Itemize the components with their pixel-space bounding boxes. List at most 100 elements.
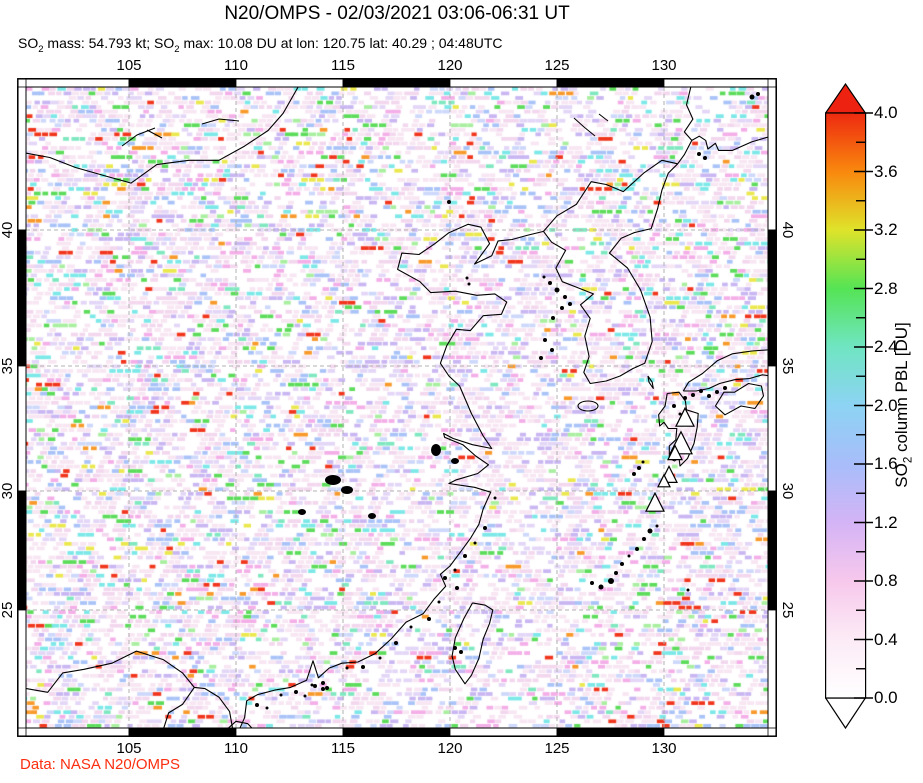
lat-tick-label-left: 25 (0, 601, 16, 619)
island-dot (542, 275, 546, 279)
colorbar-tick-label: 3.6 (874, 161, 898, 181)
colorbar-axis-label: SO2 column PBL [DU] (892, 322, 915, 488)
island-dot (635, 547, 639, 551)
island-dot (642, 537, 646, 541)
colorbar-tick-label: 0.0 (874, 688, 898, 707)
coastline-honshuN (682, 349, 768, 392)
frame-outer-border (17, 78, 777, 737)
island-dot (550, 348, 554, 352)
island-dot (394, 641, 398, 645)
island-dot (672, 404, 676, 408)
island-dot (655, 524, 659, 528)
lat-tick-label-left: 30 (0, 482, 16, 500)
lat-tick-label-right: 25 (779, 601, 796, 619)
lat-tick-label-right: 35 (779, 357, 796, 375)
lake (325, 475, 341, 485)
volcano-triangle-marker (657, 473, 671, 488)
island-dot (568, 302, 572, 306)
island-dot (590, 581, 594, 585)
lat-tick-label-right: 30 (779, 482, 796, 500)
colorbar-tick-label: 2.4 (874, 337, 898, 356)
island-dot (637, 466, 641, 470)
subtitle-text: mass: 54.793 kt; SO (43, 35, 175, 51)
island-dot (548, 281, 552, 285)
island-dot (443, 576, 447, 580)
colorbar-tick-label: 4.0 (874, 103, 898, 122)
island-dot (641, 460, 645, 464)
lon-tick-label-top: 105 (116, 57, 142, 74)
island-dot (453, 568, 457, 572)
subtitle-text: max: 10.08 DU at lon: 120.75 lat: 40.29 … (179, 35, 503, 51)
volcano-triangle-marker (645, 491, 665, 512)
island-dot (455, 586, 459, 590)
island-dot (647, 528, 653, 534)
lon-tick-label-bottom: 105 (116, 740, 142, 757)
island-dot (715, 390, 719, 394)
map-frame-svg (17, 78, 777, 737)
lon-tick-label-top: 130 (651, 57, 677, 74)
island-dot (707, 394, 711, 398)
island-dot (543, 338, 547, 342)
island-dot (447, 200, 451, 204)
island-dot (723, 386, 727, 390)
lon-tick-label-bottom: 120 (437, 740, 463, 757)
island-dot (463, 554, 467, 558)
island-dot (459, 650, 463, 654)
lat-tick-label-right: 40 (779, 221, 796, 239)
colorbar-tick-label: 3.2 (874, 220, 898, 239)
island-dot (554, 287, 560, 293)
lon-tick-label-bottom: 130 (651, 740, 677, 757)
colorbar-tick-label: 0.8 (874, 571, 898, 590)
lon-tick-label-top: 120 (437, 57, 463, 74)
island-dot (409, 625, 413, 629)
island-dot (303, 694, 307, 698)
river-line (573, 117, 596, 137)
island-dot (614, 571, 618, 575)
island-dot (632, 472, 636, 476)
river-line (121, 127, 156, 147)
colorbar-under-arrow (824, 697, 867, 730)
colorbar-ticks (854, 112, 873, 699)
coastline-korea (543, 163, 679, 385)
lake (368, 513, 376, 519)
map-area (17, 78, 777, 737)
island-dot (279, 693, 283, 697)
lat-tick-label-left: 40 (0, 221, 16, 239)
subtitle-subscript: 2 (174, 43, 180, 55)
island-dot (427, 617, 431, 621)
island-dot (325, 686, 329, 690)
island-dot (473, 541, 477, 545)
volcano-triangle-marker (675, 406, 695, 427)
river-line (201, 118, 240, 125)
river-line (598, 113, 609, 122)
coastline-shikoku (714, 382, 765, 416)
island-dot (598, 584, 604, 590)
data-credit: Data: NASA N20/OMPS (20, 756, 181, 773)
island-dot (321, 687, 325, 691)
lake (451, 458, 459, 464)
island-dot (627, 554, 631, 558)
island-dot (437, 600, 441, 604)
coastline-ru_coastE (691, 135, 768, 151)
island-dot (683, 396, 687, 400)
island-dot (756, 92, 760, 96)
lon-tick-label-top: 115 (331, 57, 355, 74)
coastline-vn_coast (163, 687, 195, 728)
island-dot (321, 681, 325, 685)
coastline-ru_border (683, 87, 694, 141)
island-dot (686, 588, 690, 592)
island-dot (691, 393, 695, 397)
colorbar-over-arrow (824, 82, 867, 114)
island-dot (265, 706, 269, 710)
coastline-ru_coastW (677, 140, 693, 165)
lake (431, 444, 441, 456)
map-frame (17, 78, 777, 737)
river-line (146, 129, 163, 139)
island-dot (493, 496, 497, 500)
island-dot (620, 562, 624, 566)
island-dot (345, 666, 349, 670)
island-dot (361, 665, 365, 669)
colorbar-tick-label: 1.6 (874, 454, 898, 473)
island-dot (608, 578, 614, 584)
